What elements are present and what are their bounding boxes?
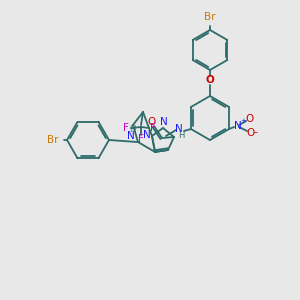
Text: N: N bbox=[143, 130, 151, 140]
Text: O: O bbox=[245, 114, 253, 124]
Text: Br: Br bbox=[204, 12, 216, 22]
Text: N: N bbox=[127, 131, 135, 141]
Text: N: N bbox=[160, 117, 168, 127]
Text: N: N bbox=[234, 121, 242, 131]
Text: N: N bbox=[175, 124, 183, 134]
Text: O: O bbox=[147, 117, 155, 127]
Text: F: F bbox=[150, 123, 156, 133]
Text: -: - bbox=[253, 127, 257, 137]
Text: O: O bbox=[246, 128, 254, 138]
Text: F: F bbox=[123, 123, 129, 133]
Text: H: H bbox=[129, 124, 135, 134]
Text: Br: Br bbox=[47, 135, 59, 145]
Text: +: + bbox=[240, 118, 246, 124]
Text: H: H bbox=[178, 131, 184, 140]
Text: F: F bbox=[138, 134, 144, 144]
Text: O: O bbox=[206, 75, 214, 85]
